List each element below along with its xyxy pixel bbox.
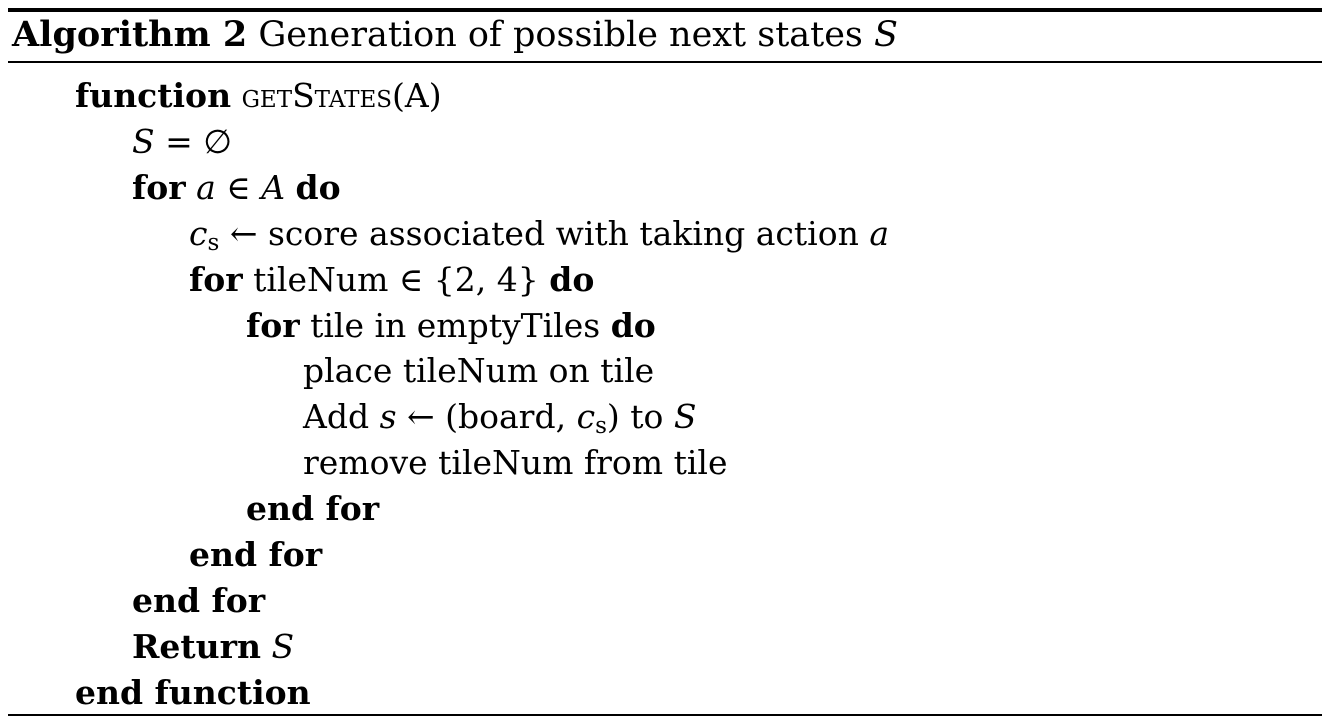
keyword: end for bbox=[246, 489, 380, 529]
code-text: ← score associated with taking action bbox=[219, 213, 870, 253]
keyword: end for bbox=[189, 535, 323, 574]
line-code: S = ∅ bbox=[132, 119, 232, 164]
code-text: ← (board, bbox=[396, 397, 577, 437]
code-text: ) to bbox=[606, 397, 674, 437]
line-code: remove tileNum from tile bbox=[303, 440, 727, 485]
line-code: Return S bbox=[132, 624, 294, 669]
code-text bbox=[186, 168, 197, 207]
math-symbol: a bbox=[196, 167, 216, 207]
keyword: for bbox=[246, 305, 300, 345]
code-text: tileNum ∈ {2, 4} bbox=[242, 259, 550, 299]
code-text bbox=[285, 168, 296, 207]
algorithm-label: Algorithm 2 bbox=[12, 14, 248, 55]
code-text: ∈ bbox=[215, 167, 262, 207]
line-code: function getStates(A) bbox=[75, 73, 442, 118]
algorithm-caption: Algorithm 2 Generation of possible next … bbox=[12, 12, 898, 58]
keyword: function bbox=[75, 76, 232, 115]
code-text bbox=[261, 627, 272, 666]
line-code: end for bbox=[132, 578, 265, 623]
line-code: place tileNum on tile bbox=[303, 348, 654, 393]
line-code: for a ∈ A do bbox=[132, 165, 341, 210]
math-symbol: c bbox=[576, 397, 596, 437]
code-text: (A) bbox=[392, 76, 442, 115]
algorithm-title-variable: S bbox=[874, 15, 898, 55]
code-text: = ∅ bbox=[154, 121, 232, 161]
line-code: for tileNum ∈ {2, 4} do bbox=[189, 257, 594, 302]
line-code: end for bbox=[189, 532, 322, 577]
keyword: Return bbox=[132, 626, 262, 666]
line-code: Add s ← (board, cs) to S bbox=[303, 394, 697, 439]
algorithm-title: Generation of possible next states bbox=[258, 15, 863, 55]
math-symbol: s bbox=[379, 397, 397, 437]
math-symbol: S bbox=[132, 121, 155, 161]
subscript: s bbox=[207, 229, 220, 256]
math-symbol: a bbox=[869, 213, 890, 253]
math-symbol: c bbox=[189, 213, 208, 253]
code-text: Add bbox=[303, 397, 380, 437]
keyword: end function bbox=[75, 672, 311, 712]
keyword: do bbox=[549, 259, 595, 299]
keyword: for bbox=[189, 259, 243, 299]
caption-rule bbox=[8, 61, 1322, 63]
line-code: end function bbox=[75, 670, 311, 715]
code-text bbox=[231, 76, 242, 115]
keyword: do bbox=[610, 305, 656, 345]
math-symbol: S bbox=[673, 397, 697, 437]
keyword: end for bbox=[132, 580, 266, 620]
line-code: end for bbox=[246, 486, 379, 531]
code-text: remove tileNum from tile bbox=[303, 443, 728, 483]
line-code: for tile in emptyTiles do bbox=[246, 303, 656, 348]
math-symbol: S bbox=[271, 626, 295, 666]
subscript: s bbox=[595, 413, 607, 440]
code-text: tile in emptyTiles bbox=[299, 305, 611, 345]
bottom-rule bbox=[8, 714, 1322, 716]
function-name: getStates bbox=[241, 76, 392, 115]
top-rule bbox=[8, 8, 1322, 12]
keyword: do bbox=[295, 167, 341, 207]
code-text: place tileNum on tile bbox=[303, 351, 655, 391]
keyword: for bbox=[132, 167, 186, 207]
math-symbol: A bbox=[261, 167, 286, 207]
line-code: cs ← score associated with taking action… bbox=[189, 211, 889, 256]
